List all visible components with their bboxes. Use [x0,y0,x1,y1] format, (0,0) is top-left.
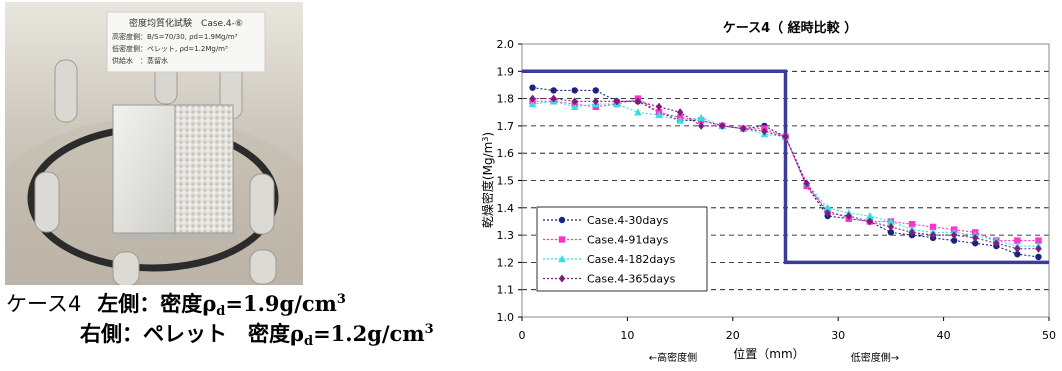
caption-left-sub: d [216,304,226,319]
photo-label-line2: 低密度側：ペレット, ρd=1.2Mg/m³ [112,44,228,53]
legend-label: Case.4-365days [587,273,676,286]
axis-layer: 1.0 1.1 1.2 1.3 1.4 1.5 1.6 1.7 1.8 1.9 2.0 0 10 20 30… [497,38,1057,342]
x-tick-label: 40 [937,329,951,342]
data-point-marker [1035,253,1042,261]
legend: Case.4-30days Case.4-91days Case.4-182days… [536,206,708,292]
data-point-marker [929,223,937,231]
data-point-marker [887,229,895,236]
data-point-marker [950,237,958,244]
x-axis-label: 位置（mm） [733,346,804,361]
caption-right-sub: d [303,334,314,349]
y-tick-label: 1.4 [497,202,515,215]
x-tick-label: 50 [1042,329,1056,342]
data-point-marker [592,87,599,94]
x-tick-label: 0 [519,329,526,342]
y-tick-label: 1.6 [497,147,515,160]
data-point-marker [558,255,566,263]
y-axis-label-end: ) [481,132,495,137]
data-point-marker [782,132,789,141]
photo-label-line3: 供給水 ：蒸留水 [112,56,168,65]
caption-left-label: 左側：密度 [97,292,203,316]
x-annot-right: 低密度側→ [851,351,899,364]
y-axis-label: 乾燥密度(Mg/m3) [480,132,495,228]
data-point-marker [528,100,537,108]
data-point-marker [993,239,1000,248]
data-point-marker [529,84,536,91]
data-point-marker [634,97,642,106]
caption-line-right: 右側：ペレット 密度ρd=1.2g/cm3 [80,318,434,349]
y-axis-label-sup: 3 [481,137,490,142]
caption-line-left: ケース4 左側：密度ρd=1.9g/cm3 [6,288,346,319]
data-point-marker [1035,244,1042,253]
reference-density-line [522,69,1049,265]
density-chart-svg: 1.0 1.1 1.2 1.3 1.4 1.5 1.6 1.7 1.8 1.9 2.0 0 10 20 30… [480,20,1057,364]
data-point-marker [972,233,979,242]
data-point-marker [908,220,916,228]
data-point-marker [1014,237,1021,244]
y-tick-label: 1.8 [497,93,515,106]
data-point-marker [972,240,979,247]
chart-title: ケース4（ 経時比較 ） [723,20,857,36]
y-tick-label: 2.0 [497,38,515,51]
x-tick-label: 20 [726,329,740,342]
caption-right-label: 右側：ペレット 密度 [80,322,290,346]
data-point-marker [887,222,895,231]
caption-left-sup: 3 [336,292,346,307]
caption-left-value: =1.9g/cm [225,291,337,316]
data-point-marker [1014,244,1021,253]
data-point-marker [950,231,958,240]
data-point-marker [655,102,663,111]
data-point-marker [823,203,832,211]
y-axis-label-main: 乾燥密度(Mg/m [480,142,495,228]
data-point-marker [1035,237,1042,244]
caption-right-rho: ρ [290,321,304,346]
y-tick-label: 1.5 [497,175,515,188]
data-point-marker [550,87,557,94]
y-tick-label: 1.7 [497,120,515,133]
legend-label: Case.4-91days [587,234,669,247]
legend-label: Case.4-182days [587,253,676,266]
caption-right-value: =1.2g/cm [313,321,425,346]
x-tick-label: 10 [620,329,634,342]
y-tick-label: 1.2 [497,256,515,269]
x-annot-left: ←高密度側 [649,351,697,364]
specimen-photo: 密度均質化試験 Case.4-⑥ 高密度側：B/S=70/30, ρd=1.9M… [5,2,303,285]
data-point-marker [655,110,663,119]
data-point-marker [570,102,579,110]
data-point-marker [1014,251,1021,258]
caption-case: ケース4 [6,292,82,316]
y-tick-label: 1.1 [497,284,515,297]
data-point-marker [697,113,705,121]
y-tick-label: 1.9 [497,65,515,78]
data-point-marker [845,211,852,220]
data-point-marker [558,236,566,243]
photo-label-title: 密度均質化試験 Case.4-⑥ [129,17,243,29]
density-chart: 1.0 1.1 1.2 1.3 1.4 1.5 1.6 1.7 1.8 1.9 2.0 0 10 20 30… [440,0,1062,367]
data-point-marker [887,217,895,225]
specimen-photo-drawing: 密度均質化試験 Case.4-⑥ 高密度側：B/S=70/30, ρd=1.9M… [5,2,303,285]
photo-label-line1: 高密度側：B/S=70/30, ρd=1.9Mg/m³ [112,32,238,41]
x-tick-label: 30 [831,329,845,342]
data-point-marker [571,87,578,94]
reference-line-layer [522,69,1049,265]
data-point-marker [866,211,874,220]
data-point-marker [558,274,566,283]
caption-left-rho: ρ [202,291,217,316]
data-point-marker [676,116,684,124]
data-point-marker [613,97,621,106]
y-tick-label: 1.3 [497,229,515,242]
data-point-marker [719,121,726,130]
data-point-marker [634,108,642,116]
legend-box [536,206,708,292]
caption-right-sup: 3 [424,322,434,337]
legend-label: Case.4-30days [587,214,669,227]
y-tick-label: 1.0 [497,311,515,324]
data-point-marker [550,94,557,103]
data-point-marker [558,216,566,224]
data-point-marker [908,228,916,237]
